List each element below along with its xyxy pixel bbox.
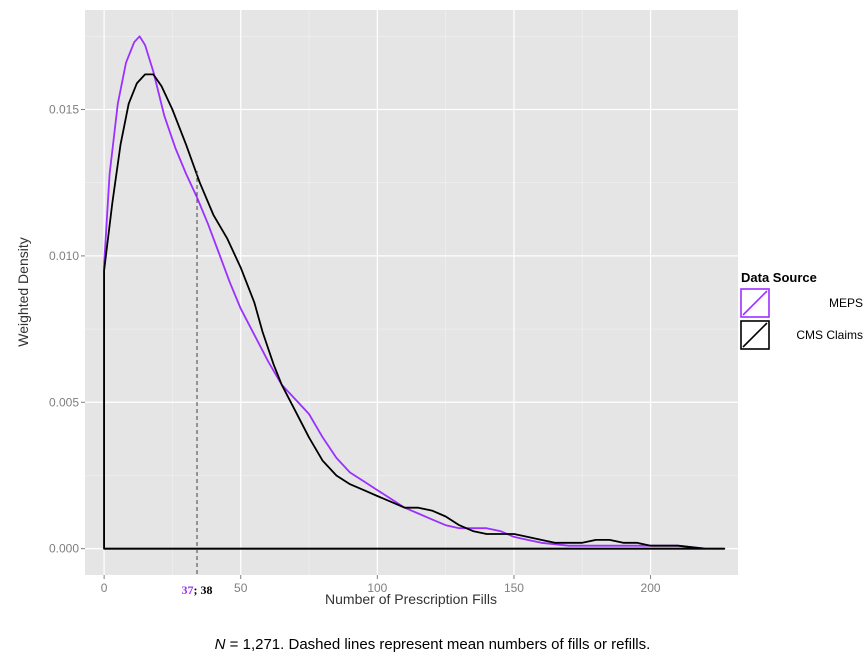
y-tick-label: 0.000: [49, 542, 79, 556]
legend-key-diagonal: [742, 322, 768, 348]
series-line-meps: [103, 35, 726, 550]
x-tick-label: 0: [101, 581, 108, 595]
x-tick-label: 100: [367, 581, 387, 595]
legend-key-diagonal: [742, 290, 768, 316]
legend-label: MEPS: [829, 296, 863, 310]
legend: Data Source MEPS CMS Claims: [740, 270, 863, 350]
x-tick-label: 150: [504, 581, 524, 595]
mean-label-part: 37: [182, 583, 194, 597]
legend-title: Data Source: [741, 270, 817, 285]
y-axis-ticks: 0.000 0.005 0.010 0.015: [49, 103, 85, 556]
mean-label-part: ; 38: [194, 583, 213, 597]
y-tick-label: 0.015: [49, 103, 79, 117]
series-layer: [103, 35, 726, 550]
figure-caption: N = 1,271. Dashed lines represent mean n…: [0, 636, 865, 653]
y-tick-label: 0.010: [49, 249, 79, 263]
grid-minor: [85, 10, 738, 575]
density-chart: 37; 38 0.000 0.005 0.010 0.015 0 50 100 150 200…: [15, 10, 863, 607]
x-axis-title: Number of Prescription Fills: [325, 591, 497, 607]
legend-label: CMS Claims: [796, 328, 863, 342]
x-tick-label: 200: [641, 581, 661, 595]
caption-n-label: N: [214, 636, 226, 653]
x-axis-ticks: 0 50 100 150 200: [101, 575, 661, 595]
caption-text: = 1,271. Dashed lines represent mean num…: [225, 636, 651, 653]
plot-panel: [85, 10, 738, 575]
mean-label: 37; 38: [182, 583, 213, 597]
x-tick-label: 50: [234, 581, 248, 595]
y-tick-label: 0.005: [49, 395, 79, 409]
series-line-cms-claims: [103, 73, 726, 550]
mean-layer: 37; 38: [182, 171, 213, 597]
y-axis-title: Weighted Density: [15, 237, 31, 346]
